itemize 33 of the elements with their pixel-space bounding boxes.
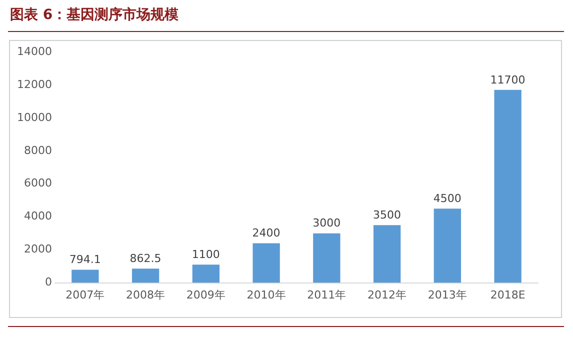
y-tick-label: 4000: [24, 210, 52, 223]
bar: [132, 268, 160, 283]
data-label: 3000: [312, 216, 341, 230]
data-label: 3500: [373, 208, 402, 222]
x-tick-label: 2011年: [307, 288, 346, 302]
bar: [313, 233, 340, 283]
y-tick-label: 12000: [16, 78, 52, 91]
data-label: 4500: [433, 192, 462, 205]
x-tick-label: 2018E: [490, 288, 526, 302]
data-label: 2400: [252, 226, 280, 240]
chart-title: 图表 6：基因测序市场规模: [10, 6, 179, 24]
data-label: 1100: [192, 248, 220, 262]
bar: [252, 243, 280, 283]
y-tick-label: 0: [44, 276, 52, 289]
data-label: 11700: [490, 73, 526, 86]
y-tick-label: 8000: [24, 144, 52, 157]
bar: [192, 264, 220, 283]
bar: [373, 225, 401, 283]
bar: [494, 90, 522, 283]
x-tick-label: 2013年: [428, 288, 467, 302]
y-tick-label: 2000: [24, 242, 52, 256]
data-label: 862.5: [130, 252, 162, 265]
x-tick-label: 2012年: [368, 288, 407, 302]
y-tick-label: 10000: [16, 110, 52, 124]
x-tick-label: 2008年: [126, 288, 166, 302]
x-tick-label: 2007年: [66, 288, 105, 302]
y-tick-label: 14000: [16, 44, 52, 58]
x-tick-label: 2009年: [186, 288, 226, 302]
data-label: 794.1: [69, 253, 101, 266]
y-tick-label: 6000: [24, 176, 52, 190]
bar: [434, 208, 462, 283]
x-tick-label: 2010年: [246, 288, 286, 302]
bar: [72, 270, 99, 283]
